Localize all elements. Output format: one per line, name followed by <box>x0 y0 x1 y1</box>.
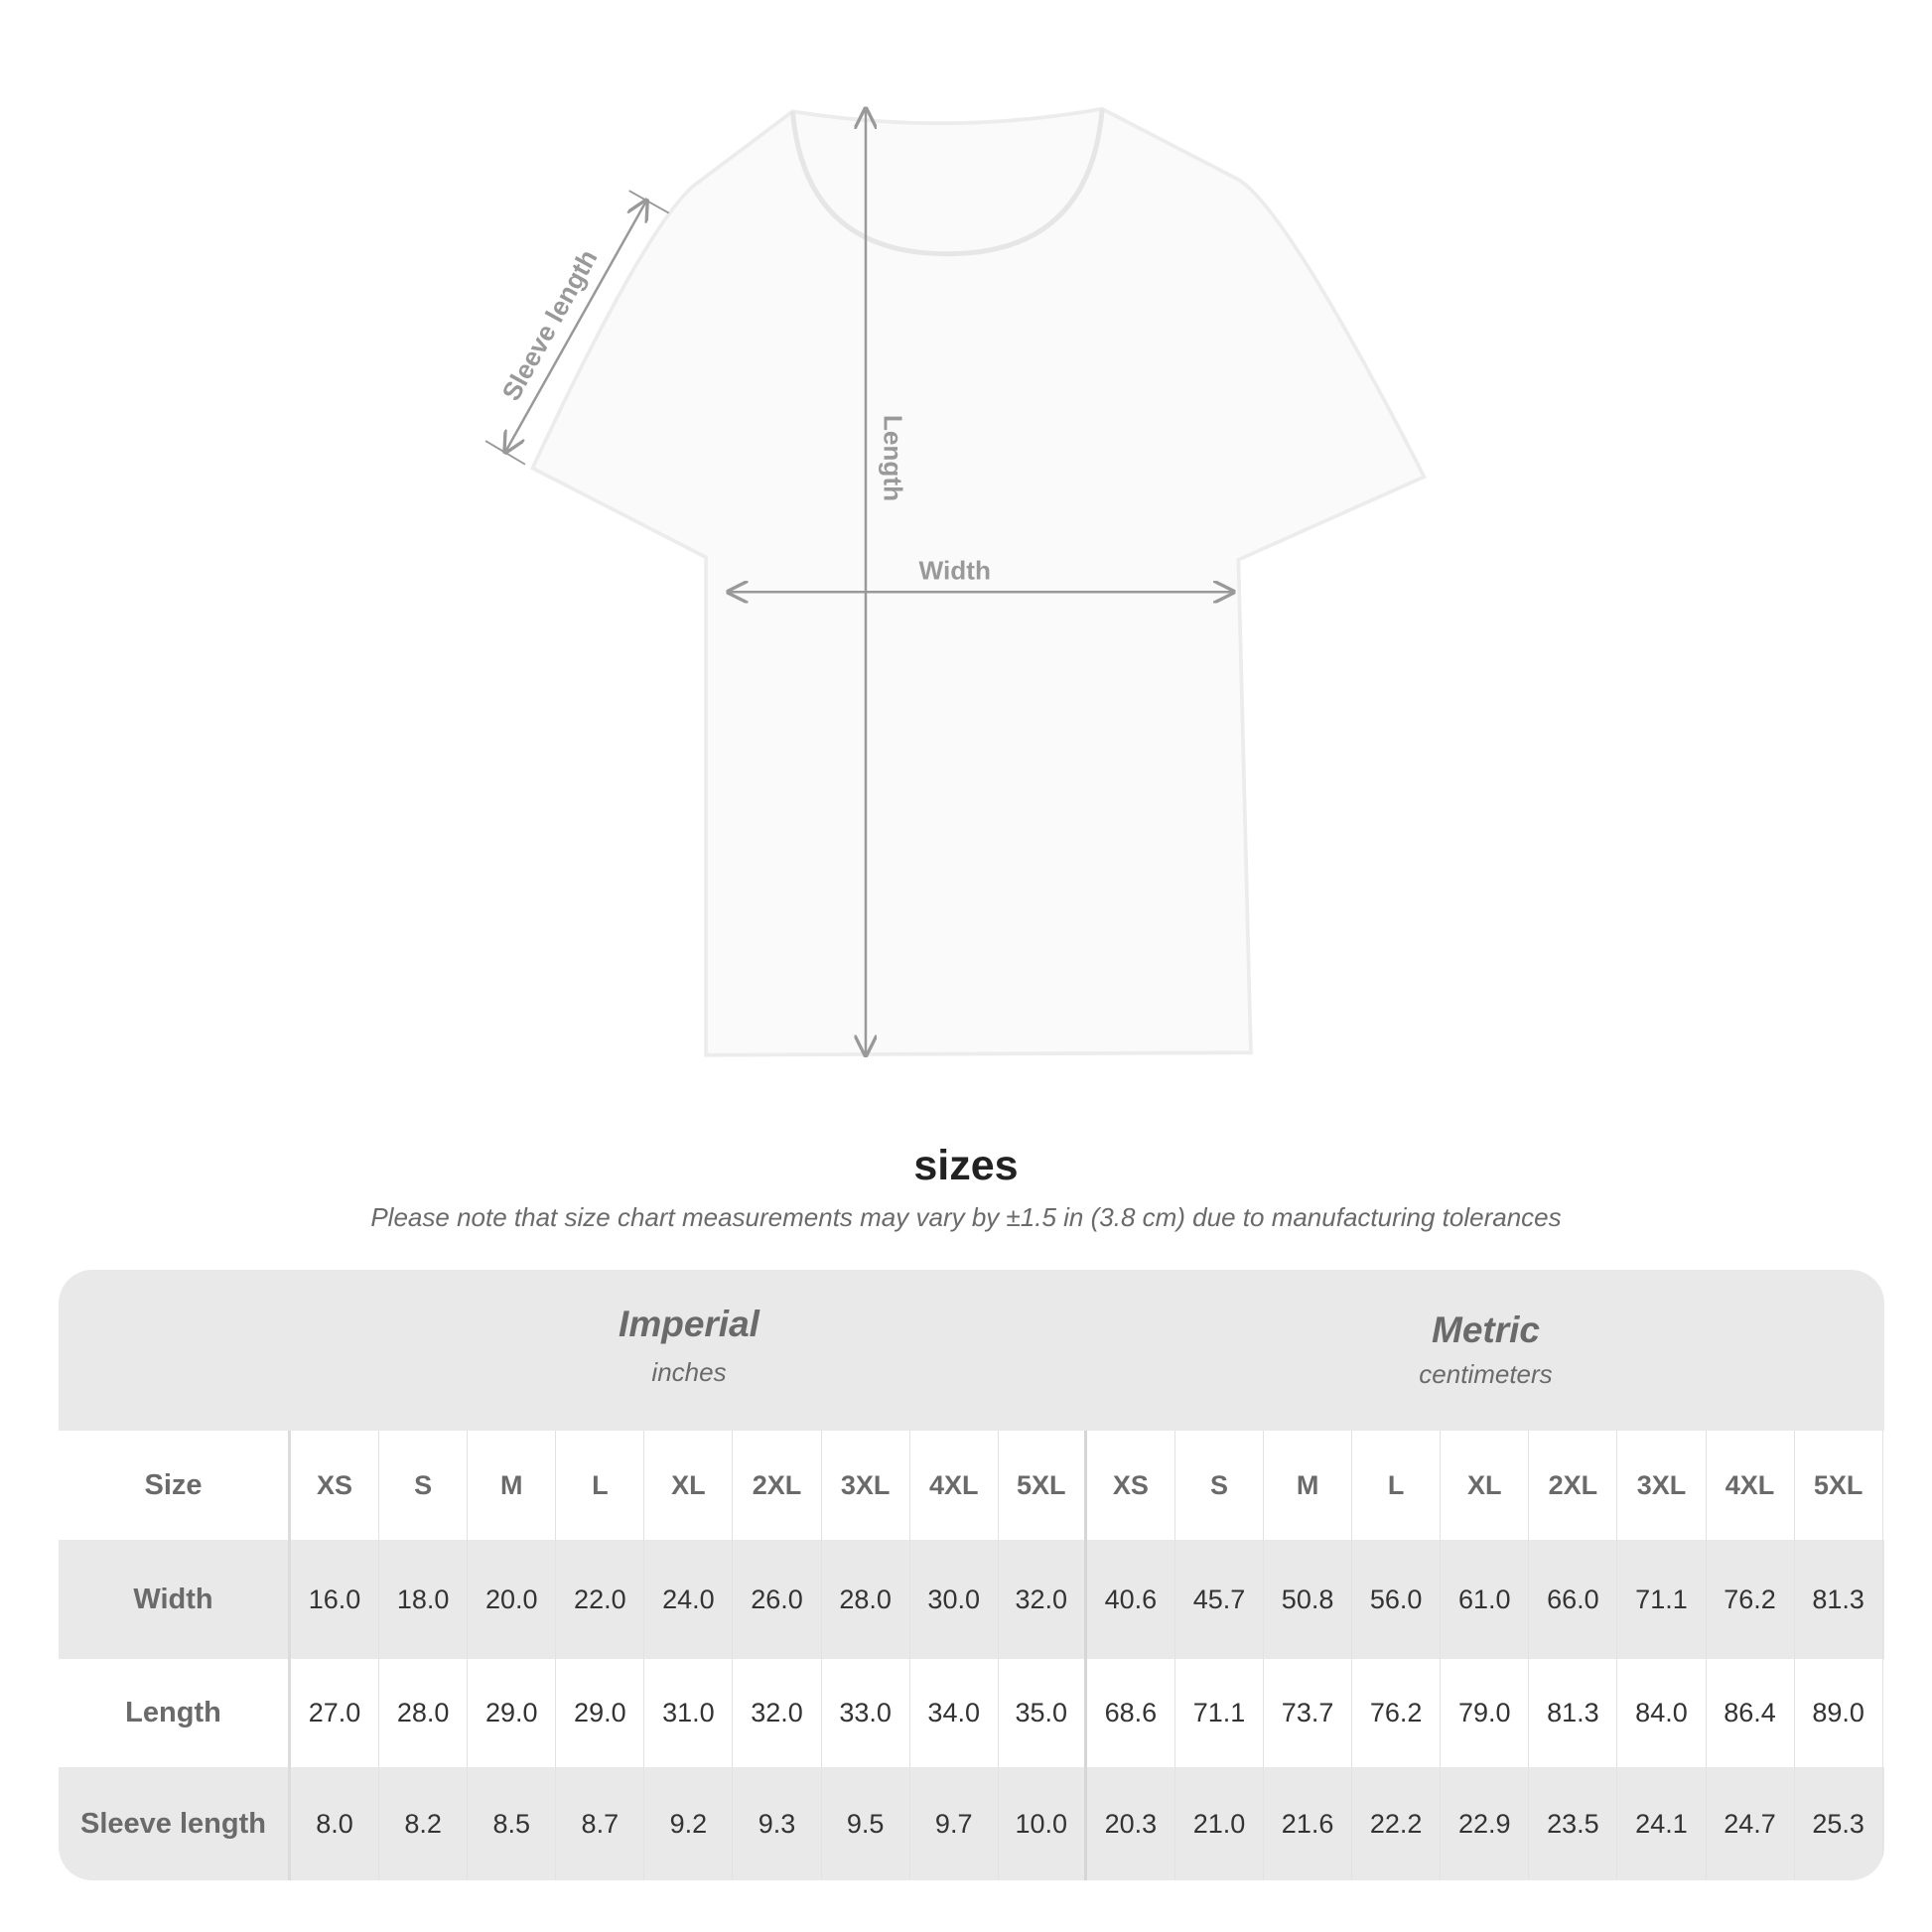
table-cell: 22.0 <box>556 1540 645 1659</box>
table-cell: 8.7 <box>556 1767 645 1880</box>
tshirt-diagram: Length Width Sleeve length <box>484 0 1428 1152</box>
table-cell: 34.0 <box>910 1659 999 1767</box>
width-label: Width <box>919 556 991 586</box>
table-cell: 22.2 <box>1352 1767 1442 1880</box>
imperial-title: Imperial <box>619 1304 759 1344</box>
metric-title: Metric <box>1432 1310 1540 1350</box>
table-cell: 27.0 <box>291 1659 380 1767</box>
size-header-cell: 2XL <box>1529 1431 1618 1540</box>
sleeve-arrow <box>505 201 646 452</box>
table-cell: 28.0 <box>379 1659 469 1767</box>
table-row-sleeve-length: Sleeve length 8.0 8.2 8.5 8.7 9.2 9.3 9.5 9.7 10.… <box>59 1767 1884 1880</box>
table-cell: 29.0 <box>556 1659 645 1767</box>
table-row-width: Width 16.0 18.0 20.0 22.0 24.0 26.0 28.0 30.0 32.… <box>59 1540 1884 1659</box>
table-cell: 40.6 <box>1087 1540 1175 1659</box>
page-title: sizes <box>913 1142 1019 1189</box>
table-cell: 86.4 <box>1707 1659 1795 1767</box>
table-cell: 24.0 <box>644 1540 734 1659</box>
table-cell: 71.1 <box>1175 1659 1265 1767</box>
row-label: Sleeve length <box>59 1767 291 1880</box>
table-cell: 18.0 <box>379 1540 469 1659</box>
size-header-cell: XS <box>291 1431 380 1540</box>
table-cell: 21.0 <box>1175 1767 1265 1880</box>
imperial-unit: inches <box>651 1357 727 1387</box>
size-header-cell: L <box>1352 1431 1442 1540</box>
metric-header: Metric centimeters <box>1087 1310 1884 1390</box>
size-header-cell: XS <box>1087 1431 1175 1540</box>
row-label: Size <box>59 1431 291 1540</box>
table-cell: 79.0 <box>1441 1659 1530 1767</box>
size-header-cell: 4XL <box>1707 1431 1795 1540</box>
table-cell: 9.7 <box>910 1767 999 1880</box>
tolerance-note: Please note that size chart measurements… <box>370 1202 1562 1232</box>
table-cell: 8.5 <box>468 1767 557 1880</box>
table-cell: 9.2 <box>644 1767 734 1880</box>
table-cell: 35.0 <box>999 1659 1087 1767</box>
table-cell: 26.0 <box>733 1540 822 1659</box>
size-header-cell: 2XL <box>733 1431 822 1540</box>
table-cell: 66.0 <box>1529 1540 1618 1659</box>
table-cell: 76.2 <box>1352 1659 1442 1767</box>
table-cell: 20.0 <box>468 1540 557 1659</box>
table-cell: 32.0 <box>733 1659 822 1767</box>
table-cell: 76.2 <box>1707 1540 1795 1659</box>
table-cell: 8.2 <box>379 1767 469 1880</box>
table-cell: 61.0 <box>1441 1540 1530 1659</box>
table-cell: 30.0 <box>910 1540 999 1659</box>
table-cell: 24.1 <box>1617 1767 1707 1880</box>
table-cell: 21.6 <box>1264 1767 1353 1880</box>
size-chart-table: Imperial inches Metric centimeters Size X… <box>59 1270 1884 1880</box>
size-header-cell: L <box>556 1431 645 1540</box>
length-label: Length <box>879 415 908 501</box>
table-cell: 50.8 <box>1264 1540 1353 1659</box>
table-cell: 9.5 <box>822 1767 910 1880</box>
table-cell: 16.0 <box>291 1540 380 1659</box>
table-row-size: Size XS S M L XL 2XL 3XL 4XL 5XL XS S M L XL 2XL 3XL 4XL 5… <box>59 1431 1884 1540</box>
table-cell: 24.7 <box>1707 1767 1795 1880</box>
table-cell: 71.1 <box>1617 1540 1707 1659</box>
table-cell: 22.9 <box>1441 1767 1530 1880</box>
table-cell: 33.0 <box>822 1659 910 1767</box>
table-cell: 89.0 <box>1795 1659 1883 1767</box>
table-cell: 56.0 <box>1352 1540 1442 1659</box>
size-header-cell: 4XL <box>910 1431 999 1540</box>
table-cell: 28.0 <box>822 1540 910 1659</box>
table-cell: 32.0 <box>999 1540 1087 1659</box>
size-header-cell: 5XL <box>999 1431 1087 1540</box>
table-cell: 25.3 <box>1795 1767 1883 1880</box>
table-header: Imperial inches Metric centimeters <box>59 1270 1884 1431</box>
table-cell: 81.3 <box>1795 1540 1883 1659</box>
table-row-length: Length 27.0 28.0 29.0 29.0 31.0 32.0 33.0 34.0 35… <box>59 1659 1884 1767</box>
table-cell: 81.3 <box>1529 1659 1618 1767</box>
table-cell: 45.7 <box>1175 1540 1265 1659</box>
size-header-cell: 3XL <box>822 1431 910 1540</box>
row-label: Length <box>59 1659 291 1767</box>
table-cell: 10.0 <box>999 1767 1087 1880</box>
metric-unit: centimeters <box>1419 1359 1553 1389</box>
table-cell: 8.0 <box>291 1767 380 1880</box>
size-header-cell: XL <box>644 1431 734 1540</box>
table-cell: 31.0 <box>644 1659 734 1767</box>
table-cell: 29.0 <box>468 1659 557 1767</box>
table-cell: 20.3 <box>1087 1767 1175 1880</box>
imperial-header: Imperial inches <box>291 1304 1087 1388</box>
size-header-cell: 5XL <box>1795 1431 1883 1540</box>
table-cell: 84.0 <box>1617 1659 1707 1767</box>
size-header-cell: XL <box>1441 1431 1530 1540</box>
row-label: Width <box>59 1540 291 1659</box>
size-header-cell: M <box>1264 1431 1353 1540</box>
size-header-cell: M <box>468 1431 557 1540</box>
size-header-cell: S <box>1175 1431 1265 1540</box>
table-cell: 9.3 <box>733 1767 822 1880</box>
size-header-cell: 3XL <box>1617 1431 1707 1540</box>
tshirt-collar <box>789 108 1105 257</box>
size-header-cell: S <box>379 1431 469 1540</box>
table-cell: 23.5 <box>1529 1767 1618 1880</box>
table-cell: 73.7 <box>1264 1659 1353 1767</box>
table-cell: 68.6 <box>1087 1659 1175 1767</box>
